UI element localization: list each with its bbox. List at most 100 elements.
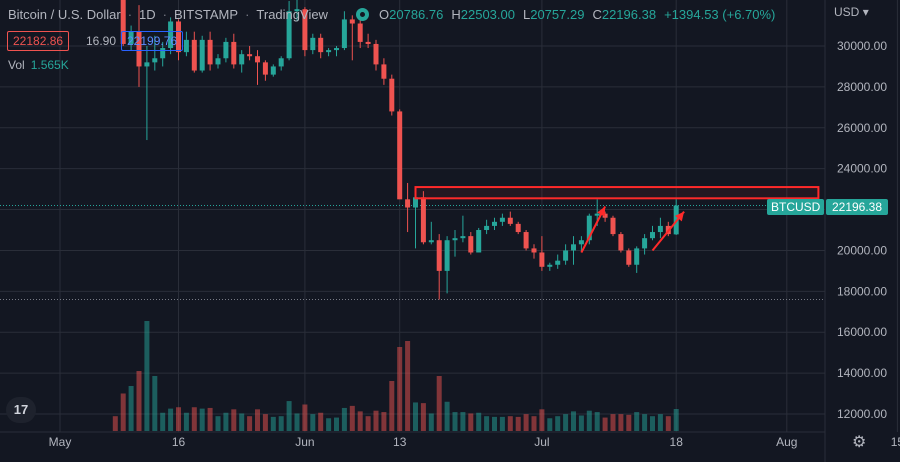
volume-bar	[310, 414, 316, 431]
candle-body	[365, 41, 371, 44]
volume-value: 1.565K	[30, 58, 69, 72]
volume-bar	[460, 412, 466, 431]
candle-body	[650, 232, 655, 239]
volume-bar	[160, 412, 166, 431]
arrow-head-annotation	[675, 211, 685, 222]
candle-body	[428, 240, 434, 243]
candle-body	[531, 248, 537, 253]
candle-body	[476, 230, 482, 253]
volume-bar	[286, 401, 292, 431]
volume-bar	[539, 409, 545, 431]
volume-bar	[207, 407, 213, 431]
candle-body	[270, 66, 276, 75]
volume-bar	[602, 417, 608, 431]
arrow-head-annotation	[597, 206, 606, 217]
volume-bar	[618, 414, 624, 431]
volume-bar	[657, 414, 663, 431]
symbol-header[interactable]: Bitcoin / U.S. Dollar · 1D · BITSTAMP · …	[8, 6, 328, 22]
low-label: L	[522, 6, 531, 22]
volume-bar	[136, 371, 142, 431]
candle-body	[176, 21, 181, 53]
change-value: +1394.53 (+6.70%)	[664, 6, 776, 22]
volume-bar	[302, 404, 308, 431]
candle-body	[207, 39, 213, 65]
volume-bar	[468, 413, 474, 431]
high-label: H	[451, 6, 461, 22]
ohlc-readout: O 20786.76 H 22503.00 L 20757.29 C 22196.38 …	[356, 5, 775, 23]
volume-bar	[128, 386, 134, 431]
x-axis-tick-label: 15	[891, 435, 900, 449]
x-axis-tick-label: 16	[172, 435, 186, 449]
volume-bar	[255, 409, 260, 431]
x-axis-tick-label: Jun	[295, 435, 314, 449]
volume-bar	[294, 413, 300, 431]
sell-price-button[interactable]: 22182.86	[7, 31, 70, 51]
volume-bar	[112, 416, 118, 431]
candle-body	[571, 244, 576, 251]
y-axis-tick-label: 28000.00	[837, 80, 887, 94]
volume-bar	[176, 407, 181, 431]
candle-body	[586, 215, 592, 241]
volume-bar	[270, 416, 276, 431]
volume-bar	[405, 341, 411, 431]
resistance-box-annotation	[414, 186, 820, 200]
candle-body	[223, 41, 229, 59]
tradingview-logo-icon[interactable]: 17	[6, 397, 36, 423]
y-axis-tick-label: 12000.00	[837, 407, 887, 421]
volume-bar	[634, 412, 640, 431]
candle-body	[262, 62, 268, 75]
low-value: 20757.29	[530, 6, 585, 22]
candle-body	[278, 58, 284, 67]
volume-bar	[183, 412, 189, 431]
volume-bar	[262, 414, 268, 431]
candle-body	[120, 0, 126, 44]
symbol-title[interactable]: Bitcoin / U.S. Dollar	[8, 6, 121, 22]
currency-selector[interactable]: USD ▾	[834, 5, 869, 19]
volume-bar	[665, 416, 671, 431]
candle-body	[215, 58, 221, 65]
candle-body	[499, 217, 505, 222]
candle-body	[594, 213, 600, 216]
candle-body	[444, 240, 450, 271]
volume-bar	[452, 412, 458, 431]
candle-body	[255, 56, 260, 63]
candle-body	[405, 199, 411, 208]
candle-body	[657, 225, 663, 233]
symbol-price-label: BTCUSD	[767, 199, 825, 215]
buy-price-button[interactable]: 22199.76	[121, 31, 184, 51]
candle-body	[136, 31, 142, 67]
volume-bar	[642, 414, 648, 431]
volume-bar	[594, 412, 600, 431]
y-axis-tick-label: 30000.00	[837, 39, 887, 53]
volume-legend[interactable]: Vol 1.565K	[8, 58, 69, 72]
candle-body	[484, 225, 490, 230]
volume-bar	[326, 418, 332, 431]
candle-body	[199, 39, 205, 71]
close-label: C	[592, 6, 602, 22]
volume-bar	[673, 408, 679, 431]
candle-body	[578, 240, 584, 245]
candle-body	[294, 9, 300, 12]
candle-body	[168, 21, 174, 49]
volume-bar	[515, 416, 521, 431]
candle-body	[302, 9, 308, 51]
volume-bar	[120, 393, 126, 431]
volume-bar	[168, 408, 174, 431]
currency-label: USD	[834, 5, 860, 19]
exchange-label: BITSTAMP	[174, 6, 239, 22]
volume-bar	[610, 414, 616, 431]
x-axis-tick-label: Aug	[776, 435, 797, 449]
candle-body	[334, 48, 339, 51]
status-dot-icon	[356, 7, 369, 21]
interval-label[interactable]: 1D	[139, 6, 156, 22]
candle-body	[128, 31, 134, 44]
candle-body	[420, 197, 426, 243]
volume-bar	[650, 416, 655, 431]
candle-body	[397, 111, 403, 200]
volume-bar	[389, 381, 395, 431]
settings-gear-icon[interactable]: ⚙	[852, 434, 867, 451]
candle-body	[413, 197, 418, 208]
volume-bar	[223, 412, 229, 431]
candle-body	[642, 238, 648, 249]
